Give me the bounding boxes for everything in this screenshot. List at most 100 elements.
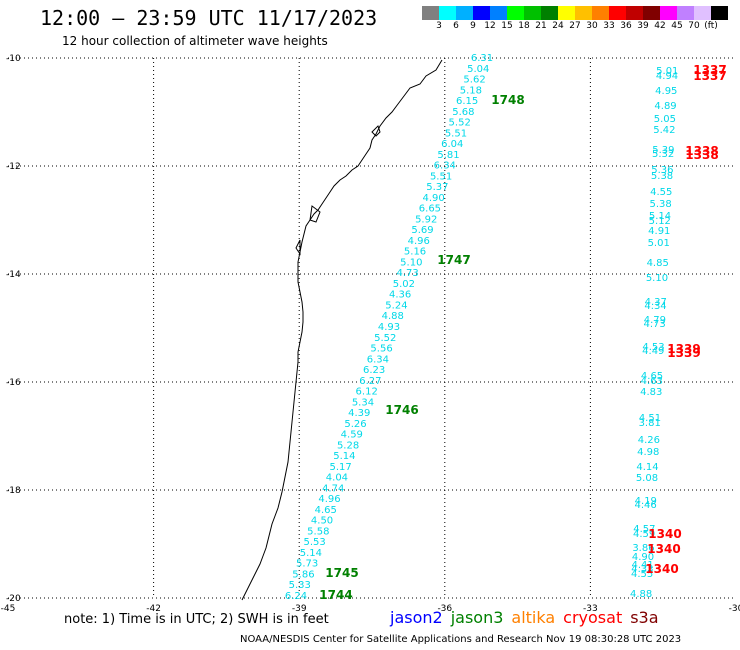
colorbar-swatch (490, 6, 507, 20)
swh-value: 5.01 (648, 238, 670, 249)
swh-value: 4.90 (423, 193, 445, 204)
swh-value: 4.39 (348, 408, 370, 419)
colorbar-label: 24 (552, 21, 564, 31)
colorbar-swatch (643, 6, 660, 20)
swh-value: 4.14 (636, 462, 658, 473)
colorbar-label: 33 (603, 21, 615, 31)
swh-value: 4.85 (647, 258, 669, 269)
colorbar-label: 36 (620, 21, 632, 31)
swh-value: 5.14 (649, 211, 671, 222)
colorbar-swatch (660, 6, 677, 20)
swh-value: 5.26 (344, 419, 366, 430)
colorbar-label: 70 (688, 21, 700, 31)
colorbar-swatch (626, 6, 643, 20)
swh-value: 4.73 (644, 319, 666, 330)
pass-number-label: 1746 (385, 403, 418, 417)
swh-value: 5.73 (296, 559, 318, 570)
swh-value: 4.36 (389, 290, 411, 301)
colorbar-label: 39 (637, 21, 649, 31)
swh-value: 5.24 (385, 300, 407, 311)
coastline-detail (295, 125, 381, 256)
swh-track-1748: 6.315.045.625.186.155.685.525.516.045.81… (285, 53, 493, 602)
swh-value: 5.56 (370, 344, 392, 355)
satellite-legend: jason2 jason3 altika cryosat s3a (390, 608, 667, 627)
latitude-label: -10 (6, 54, 21, 64)
colorbar-label: 15 (501, 21, 513, 31)
swh-value: 5.37 (426, 182, 448, 193)
colorbar-labels: 3 6 9 12 15 18 21 24 27 30 33 36 39 42 45 70 (ft) (422, 21, 728, 33)
colorbar-label: 9 (470, 21, 476, 31)
cryosat-pass-label: 1337 (693, 63, 726, 77)
colorbar-swatch (711, 6, 728, 20)
latitude-label: -20 (6, 594, 21, 604)
swh-value: 5.16 (404, 247, 426, 258)
colorbar-label: 18 (518, 21, 530, 31)
coastline (241, 59, 443, 601)
swh-value: 5.53 (303, 537, 325, 548)
swh-value: 5.38 (651, 171, 673, 182)
swh-value: 4.95 (655, 86, 677, 97)
swh-value: 5.08 (636, 473, 658, 484)
map-grid (8, 57, 736, 599)
colorbar-swatch (456, 6, 473, 20)
swh-value: 6.65 (419, 204, 441, 215)
swh-value: 5.42 (653, 125, 675, 136)
swh-value: 4.91 (648, 226, 670, 237)
swh-value: 5.14 (333, 451, 355, 462)
swh-value: 4.59 (633, 529, 655, 540)
colorbar-label: 6 (453, 21, 459, 31)
latitude-label: -14 (6, 270, 21, 280)
colorbar-swatch (473, 6, 490, 20)
swh-value: 5.62 (463, 75, 485, 86)
credit-line: NOAA/NESDIS Center for Satellite Applica… (240, 634, 682, 645)
swh-value: 4.19 (635, 496, 657, 507)
swh-value: 5.38 (650, 199, 672, 210)
colorbar-label: 3 (436, 21, 442, 31)
swh-value: 4.41 (631, 560, 653, 571)
colorbar-swatch (677, 6, 694, 20)
map-title: 12:00 – 23:59 UTC 11/17/2023 (40, 6, 378, 30)
pass-number-label: 1744 (319, 588, 352, 602)
latitude-label: -16 (6, 378, 21, 388)
colorbar-label: 30 (586, 21, 598, 31)
swh-value: 6.23 (363, 365, 385, 376)
swh-value: 6.04 (441, 139, 463, 150)
swh-value: 4.50 (311, 516, 333, 527)
latitude-label: -18 (6, 486, 21, 496)
pass-number-label: 1745 (325, 566, 358, 580)
swh-value: 6.34 (434, 161, 456, 172)
swh-value: 4.88 (382, 311, 404, 322)
cryosat-pass-label: 1340 (648, 527, 681, 541)
colorbar-swatch (541, 6, 558, 20)
legend-item-cryosat: cryosat (563, 608, 623, 627)
swh-value: 6.27 (359, 376, 381, 387)
swh-value: 5.69 (411, 225, 433, 236)
longitude-label: -39 (292, 604, 307, 614)
colorbar-swatch (439, 6, 456, 20)
swh-value: 3.81 (639, 418, 661, 429)
swh-value: 5.51 (445, 128, 467, 139)
swh-value: 4.49 (642, 346, 664, 357)
swh-value: 6.12 (356, 387, 378, 398)
colorbar-label: 42 (654, 21, 666, 31)
swh-value: 5.02 (393, 279, 415, 290)
swh-value: 5.86 (292, 569, 314, 580)
colorbar-label: 27 (569, 21, 581, 31)
swh-value: 4.96 (408, 236, 430, 247)
legend-item-altika: altika (511, 608, 556, 627)
colorbar-label: (ft) (704, 21, 718, 31)
swh-value: 5.36 (651, 165, 673, 176)
legend-item-jason2: jason2 (390, 608, 443, 627)
swh-value: 3.86 (632, 543, 654, 554)
cryosat-pass-label: 1339 (667, 342, 700, 356)
swh-value: 5.52 (374, 333, 396, 344)
swh-value: 6.15 (456, 96, 478, 107)
swh-value: 4.63 (641, 376, 663, 387)
swh-value: 4.98 (637, 447, 659, 458)
colorbar-swatch (592, 6, 609, 20)
swh-value: 5.92 (415, 214, 437, 225)
swh-value: 4.51 (639, 413, 661, 424)
swh-value: 5.32 (652, 149, 674, 160)
swh-track-1337: 5.014.944.954.895.055.425.395.325.365.38… (630, 66, 678, 600)
